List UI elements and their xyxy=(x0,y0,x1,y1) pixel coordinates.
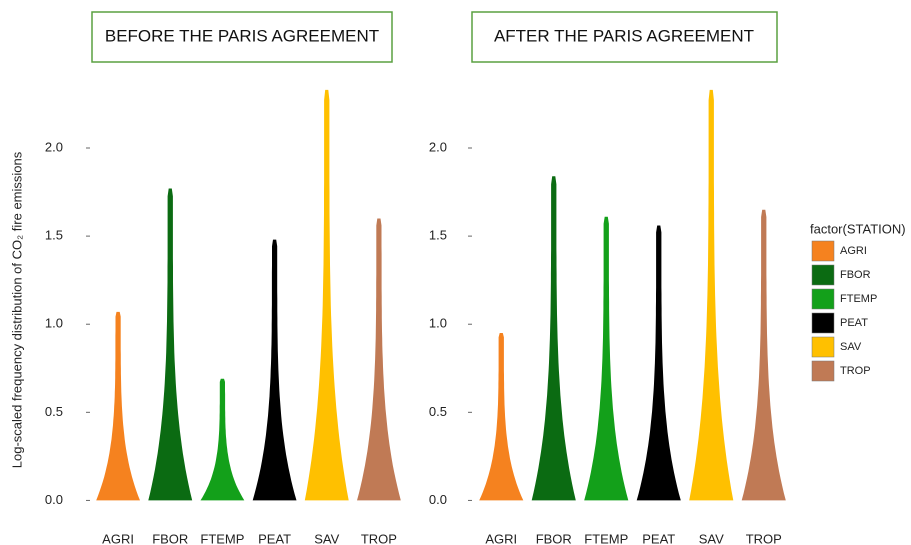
x-tick-label: AGRI xyxy=(485,531,517,545)
legend-swatch xyxy=(811,360,835,382)
x-tick-label: SAV xyxy=(314,531,339,545)
violin xyxy=(636,225,681,501)
violin xyxy=(200,378,245,501)
violin xyxy=(584,216,629,501)
y-tick-label: 0.5 xyxy=(45,404,63,419)
violin xyxy=(148,188,193,501)
x-tick-label: PEAT xyxy=(258,531,291,545)
x-tick-label: TROP xyxy=(361,531,397,545)
violin xyxy=(689,89,734,501)
violin xyxy=(96,311,140,501)
x-tick-label: FTEMP xyxy=(200,531,244,545)
violin xyxy=(357,218,401,501)
y-tick-label: 0.0 xyxy=(45,492,63,507)
panel-title: BEFORE THE PARIS AGREEMENT xyxy=(105,26,379,45)
legend-label: FTEMP xyxy=(840,293,877,305)
x-tick-label: TROP xyxy=(746,531,782,545)
legend-title: factor(STATION) xyxy=(810,221,906,236)
x-tick-label: FBOR xyxy=(152,531,188,545)
y-tick-label: 2.0 xyxy=(45,139,63,154)
legend-swatch xyxy=(811,240,835,262)
violin xyxy=(304,89,349,501)
legend-swatch xyxy=(811,336,835,358)
title-box xyxy=(471,11,778,63)
x-tick-label: FBOR xyxy=(536,531,572,545)
legend-swatch xyxy=(811,264,835,286)
y-tick-label: 1.5 xyxy=(429,228,447,243)
violin xyxy=(741,209,786,501)
legend-label: FBOR xyxy=(840,269,871,281)
violin xyxy=(252,239,297,501)
panel-title: AFTER THE PARIS AGREEMENT xyxy=(494,26,754,45)
legend-swatch xyxy=(811,312,835,334)
y-axis-label: Log-scaled frequency distribution of CO₂… xyxy=(9,151,24,468)
legend-label: TROP xyxy=(840,365,871,377)
title-box xyxy=(91,11,393,63)
legend-label: PEAT xyxy=(840,317,868,329)
violin xyxy=(479,333,524,501)
violin xyxy=(531,176,576,501)
y-tick-label: 0.5 xyxy=(429,404,447,419)
legend-label: AGRI xyxy=(840,245,867,257)
x-tick-label: AGRI xyxy=(102,531,134,545)
y-tick-label: 2.0 xyxy=(429,139,447,154)
y-tick-label: 1.0 xyxy=(45,316,63,331)
y-tick-label: 0.0 xyxy=(429,492,447,507)
x-tick-label: PEAT xyxy=(642,531,675,545)
y-tick-label: 1.5 xyxy=(45,228,63,243)
legend-label: SAV xyxy=(840,341,862,353)
y-tick-label: 1.0 xyxy=(429,316,447,331)
x-tick-label: SAV xyxy=(699,531,724,545)
legend-swatch xyxy=(811,288,835,310)
x-tick-label: FTEMP xyxy=(584,531,628,545)
